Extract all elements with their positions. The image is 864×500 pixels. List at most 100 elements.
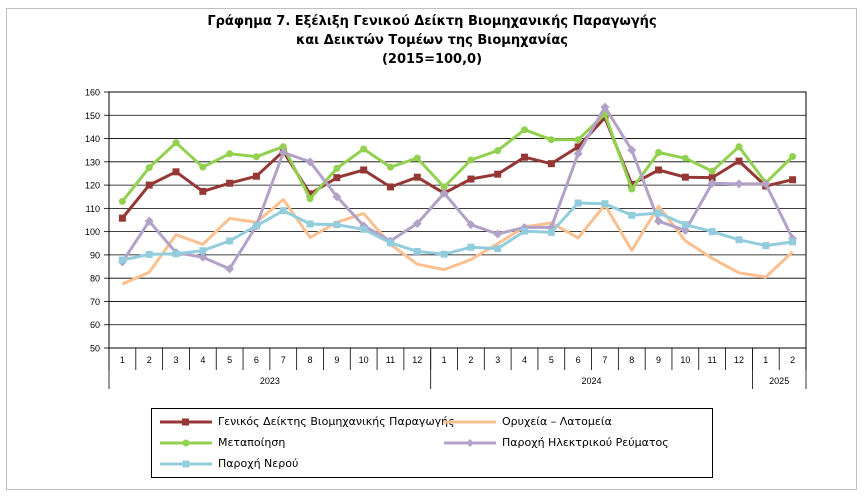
- year-label: 2024: [582, 376, 602, 386]
- data-point: [655, 149, 663, 157]
- y-tick-label: 50: [90, 344, 100, 354]
- data-point: [118, 197, 126, 205]
- data-point: [145, 250, 153, 258]
- legend-swatch: [160, 460, 212, 468]
- data-point: [360, 166, 368, 174]
- y-tick-label: 70: [90, 297, 100, 307]
- legend-swatch: [160, 418, 212, 426]
- data-point: [734, 179, 744, 189]
- x-tick-label: 10: [680, 355, 690, 365]
- data-point: [199, 247, 207, 255]
- data-point: [521, 227, 529, 235]
- y-tick-label: 110: [86, 204, 100, 214]
- x-tick-label: 8: [629, 355, 634, 365]
- x-tick-label: 10: [359, 355, 369, 365]
- data-point: [493, 229, 503, 239]
- data-point: [172, 139, 180, 147]
- data-point: [386, 183, 394, 191]
- data-point: [762, 242, 770, 250]
- data-point: [279, 143, 287, 151]
- data-point: [708, 167, 716, 175]
- y-tick-label: 160: [85, 88, 100, 98]
- data-point: [628, 211, 636, 219]
- data-point: [574, 136, 582, 144]
- data-point: [573, 149, 583, 159]
- y-tick-label: 60: [90, 320, 100, 330]
- x-tick-label: 2: [147, 355, 152, 365]
- legend-label: Ορυχεία – Λατομεία: [502, 415, 612, 428]
- data-point: [466, 220, 476, 230]
- y-tick-label: 90: [90, 250, 100, 260]
- x-tick-label: 12: [412, 355, 422, 365]
- x-tick-label: 5: [227, 355, 232, 365]
- legend-label: Παροχή Νερού: [218, 457, 299, 470]
- data-point: [306, 190, 314, 198]
- data-point: [601, 200, 609, 208]
- legend-item-manufacturing: Μεταποίηση: [158, 435, 438, 451]
- legend-item-general-index: Γενικός Δείκτης Βιομηχανικής Παραγωγής: [158, 414, 455, 430]
- data-point: [306, 195, 314, 203]
- data-point: [654, 216, 664, 226]
- y-tick-label: 140: [85, 134, 100, 144]
- data-point: [735, 236, 743, 244]
- chart-title: Γράφημα 7. Εξέλιξη Γενικού Δείκτη Βιομηχ…: [0, 12, 864, 69]
- data-point: [386, 239, 394, 247]
- y-tick-label: 100: [85, 227, 100, 237]
- data-point: [305, 157, 315, 167]
- x-tick-label: 7: [602, 355, 607, 365]
- data-point: [681, 154, 689, 162]
- data-point: [521, 153, 529, 161]
- x-tick-label: 1: [763, 355, 768, 365]
- x-tick-label: 11: [708, 355, 717, 365]
- x-tick-label: 12: [734, 355, 744, 365]
- legend-label: Παροχή Ηλεκτρικού Ρεύματος: [502, 436, 669, 449]
- data-point: [707, 178, 717, 188]
- data-point: [252, 172, 260, 180]
- data-point: [413, 173, 421, 181]
- x-tick-label: 6: [254, 355, 259, 365]
- data-point: [735, 143, 743, 151]
- data-point: [440, 250, 448, 258]
- data-point: [494, 147, 502, 155]
- plot-area: [108, 91, 807, 349]
- legend-item-water: Παροχή Νερού: [158, 456, 438, 472]
- data-point: [360, 145, 368, 153]
- data-point: [628, 185, 636, 193]
- chart-title-line-3: (2015=100,0): [381, 52, 483, 67]
- data-point: [655, 166, 663, 174]
- data-point: [547, 160, 555, 168]
- data-point: [627, 145, 637, 155]
- legend: Γενικός Δείκτης Βιομηχανικής Παραγωγής Ο…: [151, 408, 713, 478]
- data-point: [386, 163, 394, 171]
- legend-swatch: [160, 439, 212, 447]
- x-tick-label: 4: [522, 355, 527, 365]
- data-point: [144, 216, 154, 226]
- data-point: [412, 218, 422, 228]
- data-point: [413, 154, 421, 162]
- data-point: [278, 148, 288, 158]
- data-point: [226, 179, 234, 187]
- data-point: [494, 170, 502, 178]
- series-line: [121, 112, 794, 203]
- data-point: [333, 221, 341, 229]
- chart-title-line-2: και Δεικτών Τομέων της Βιομηχανίας: [296, 33, 568, 48]
- data-point: [681, 221, 689, 229]
- x-tick-label: 9: [656, 355, 661, 365]
- x-tick-label: 1: [442, 355, 447, 365]
- data-point: [467, 243, 475, 251]
- data-point: [333, 174, 341, 182]
- data-point: [521, 126, 529, 134]
- legend-swatch: [444, 439, 496, 447]
- x-tick-label: 7: [281, 355, 286, 365]
- data-point: [628, 180, 636, 188]
- data-point: [145, 181, 153, 189]
- data-point: [547, 228, 555, 236]
- x-tick-label: 11: [386, 355, 395, 365]
- legend-label: Γενικός Δείκτης Βιομηχανικής Παραγωγής: [218, 415, 455, 428]
- data-point: [494, 245, 502, 253]
- legend-item-mining: Ορυχεία – Λατομεία: [442, 414, 707, 430]
- data-point: [332, 192, 342, 202]
- data-point: [226, 150, 234, 158]
- data-point: [333, 164, 341, 172]
